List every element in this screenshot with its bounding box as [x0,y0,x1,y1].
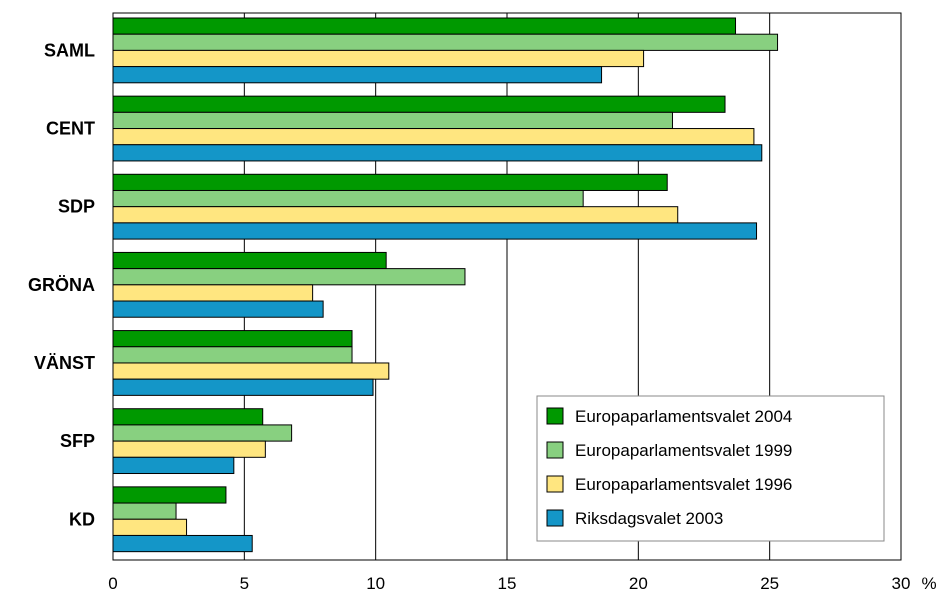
bar-sfp-1 [112,408,264,426]
bar-cent-2 [112,111,673,130]
legend-box [536,395,885,542]
x-tick-label: 15 [498,574,517,593]
bar-kd-1 [112,486,227,504]
bar-vänst-1 [112,330,353,348]
bar-cent-1 [112,95,726,113]
bar-gröna-4 [112,300,324,318]
bar-vänst-3 [112,362,390,380]
bar-saml-1 [112,17,737,35]
category-label: CENT [46,119,95,139]
bar-kd-2 [112,502,177,520]
bar-cent-3 [112,128,755,146]
x-tick-label: 30 [892,574,911,593]
bar-sdp-3 [112,206,679,224]
x-tick-label: 0 [108,574,117,593]
x-axis-unit: % [921,574,936,593]
legend-label: Riksdagsvalet 2003 [575,509,723,528]
category-label: VÄNST [34,353,95,373]
bar-sdp-1 [112,173,668,191]
category-label: GRÖNA [28,275,95,295]
legend: Europaparlamentsvalet 2004 Europaparlamen… [536,395,885,542]
legend-label: Europaparlamentsvalet 1999 [575,441,792,460]
legend-swatch [546,441,564,459]
bar-vänst-4 [112,378,374,396]
x-tick-label: 20 [629,574,648,593]
legend-swatch [546,475,564,493]
legend-swatch [546,407,564,425]
legend-label: Europaparlamentsvalet 1996 [575,475,792,494]
legend-swatch [546,509,564,527]
bar-saml-4 [112,66,603,84]
bar-vänst-2 [112,346,353,364]
bar-gröna-3 [112,284,314,302]
bar-sdp-2 [112,189,584,208]
bar-saml-3 [112,49,645,68]
category-labels: SAML CENT SDP GRÖNA VÄNST SFP KD [28,40,95,529]
bar-sfp-4 [112,456,235,475]
x-tick-label: 5 [240,574,249,593]
bar-kd-3 [112,518,188,536]
bars [112,17,779,553]
x-tick-label: 25 [760,574,779,593]
bar-sdp-4 [112,222,758,240]
bar-saml-2 [112,33,779,51]
x-axis-ticks: 0 5 10 15 20 25 30 [108,574,910,593]
category-label: KD [69,509,95,529]
plot-frame [112,12,902,561]
category-label: SFP [60,431,95,451]
bar-cent-4 [112,144,763,162]
category-label: SDP [58,197,95,217]
bar-gröna-1 [112,251,387,270]
category-label: SAML [44,40,95,60]
bar-sfp-2 [112,424,293,442]
x-tick-label: 10 [366,574,385,593]
legend-label: Europaparlamentsvalet 2004 [575,407,792,426]
bar-gröna-2 [112,268,466,286]
bar-sfp-3 [112,440,266,458]
bar-kd-4 [112,534,253,553]
